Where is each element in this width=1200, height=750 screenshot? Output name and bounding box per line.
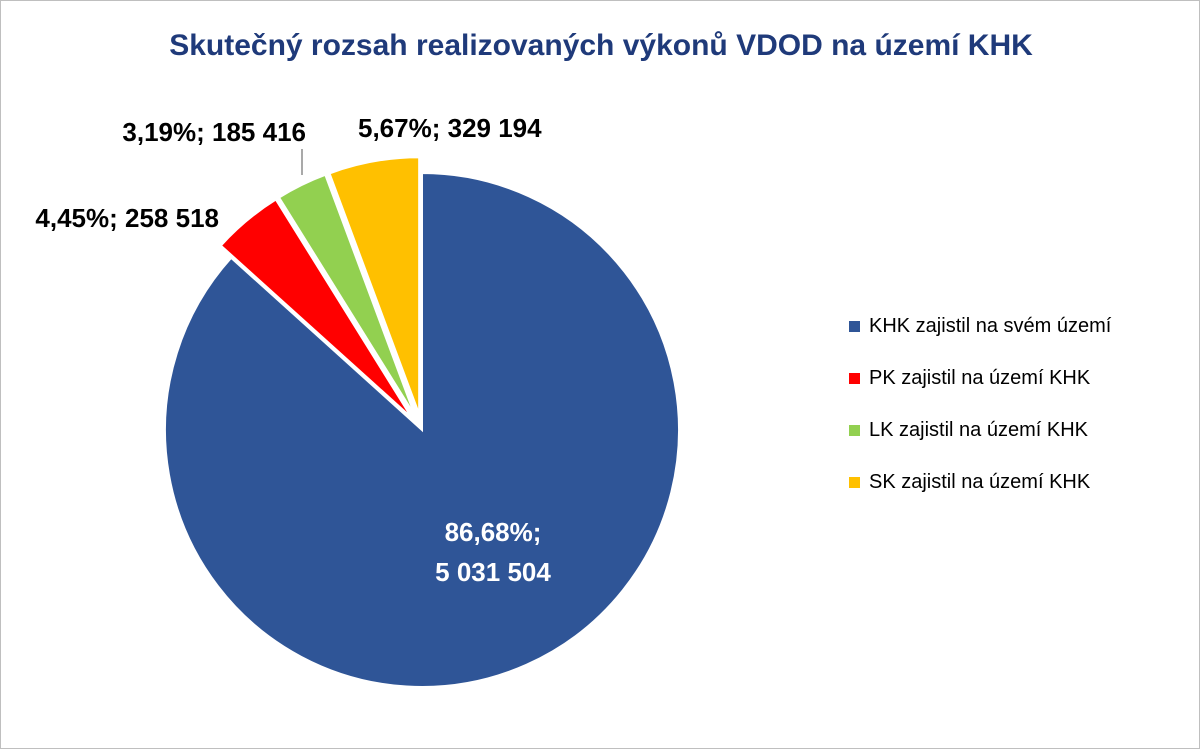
legend-swatch [849,424,860,436]
chart-title: Skutečný rozsah realizovaných výkonů VDO… [169,29,1033,62]
data-label-3: 5,67%; 329 194 [358,113,542,143]
legend-label: PK zajistil na území KHK [869,366,1091,389]
legend: KHK zajistil na svém území PK zajistil n… [849,313,1111,521]
data-label-2: 3,19%; 185 416 [122,117,306,147]
legend-swatch [849,476,860,488]
data-label-0-value: 5 031 504 [435,557,551,587]
legend-item-sk: SK zajistil na území KHK [849,469,1111,495]
legend-label: KHK zajistil na svém území [869,314,1112,337]
data-label-1: 4,45%; 258 518 [35,203,219,233]
legend-label: LK zajistil na území KHK [869,418,1088,441]
legend-label: SK zajistil na území KHK [869,470,1091,493]
legend-item-khk: KHK zajistil na svém území [849,313,1111,339]
legend-swatch [849,320,860,332]
legend-item-pk: PK zajistil na území KHK [849,365,1111,391]
pie-slice-2 [277,173,416,417]
data-label-0: 86,68%; [445,517,542,547]
pie-slice-3 [328,156,421,415]
legend-item-lk: LK zajistil na území KHK [849,417,1111,443]
pie-slice-0 [164,171,680,688]
pie-slice-1 [219,198,413,419]
legend-swatch [849,372,860,384]
